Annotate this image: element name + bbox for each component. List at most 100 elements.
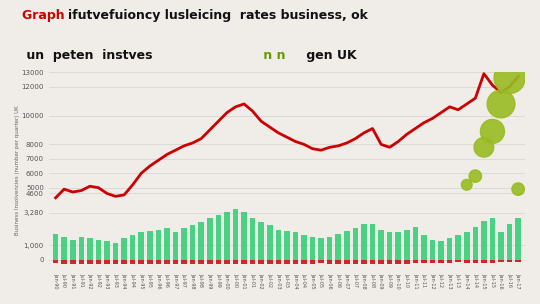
Bar <box>335 260 341 264</box>
Bar <box>259 222 264 260</box>
Bar <box>224 260 230 264</box>
Bar <box>130 235 136 260</box>
Bar <box>319 260 324 264</box>
Bar <box>379 230 384 260</box>
Bar <box>481 221 487 260</box>
Bar <box>464 233 470 260</box>
Bar <box>96 260 101 264</box>
Bar <box>310 237 315 260</box>
Bar <box>87 260 93 264</box>
Bar <box>113 260 118 264</box>
Bar <box>53 260 58 264</box>
Bar <box>438 241 444 260</box>
Bar <box>96 240 101 260</box>
Bar <box>447 238 453 260</box>
Bar <box>267 260 273 264</box>
Bar <box>173 233 178 260</box>
Bar <box>395 233 401 260</box>
Bar <box>241 212 247 260</box>
Bar <box>370 260 375 264</box>
Bar <box>515 260 521 262</box>
Bar <box>327 260 333 264</box>
Bar <box>404 230 409 260</box>
Point <box>505 76 514 81</box>
Bar <box>421 235 427 260</box>
Bar <box>430 260 435 263</box>
Bar <box>507 260 512 262</box>
Bar <box>122 260 127 264</box>
Bar <box>198 222 204 260</box>
Text: ifutvefuioncy lusleicing  rates business, ok: ifutvefuioncy lusleicing rates business,… <box>68 9 367 22</box>
Bar <box>62 237 67 260</box>
Bar <box>515 218 521 260</box>
Bar <box>413 260 418 264</box>
Bar <box>250 260 255 264</box>
Text: gen UK: gen UK <box>302 49 357 62</box>
Bar <box>310 260 315 264</box>
Bar <box>233 209 238 260</box>
Bar <box>472 227 478 260</box>
Bar <box>104 260 110 264</box>
Bar <box>455 235 461 260</box>
Bar <box>164 260 170 264</box>
Bar <box>293 233 298 260</box>
Bar <box>78 237 84 260</box>
Bar <box>138 260 144 264</box>
Bar <box>387 260 393 264</box>
Bar <box>164 228 170 260</box>
Text: un  peten  instves: un peten instves <box>22 49 152 62</box>
Bar <box>275 260 281 264</box>
Text: Graph: Graph <box>22 9 69 22</box>
Bar <box>78 260 84 264</box>
Bar <box>353 260 358 264</box>
Bar <box>147 231 153 260</box>
Point <box>514 187 523 192</box>
Bar <box>130 260 136 264</box>
Bar <box>233 260 238 264</box>
Bar <box>379 260 384 264</box>
Bar <box>395 260 401 264</box>
Bar <box>156 230 161 260</box>
Bar <box>62 260 67 264</box>
Bar <box>430 240 435 260</box>
Bar <box>113 243 118 260</box>
Bar <box>490 218 495 260</box>
Bar <box>361 260 367 264</box>
Bar <box>344 231 349 260</box>
Bar <box>507 224 512 260</box>
Bar <box>438 260 444 263</box>
Bar <box>259 260 264 264</box>
Bar <box>267 225 273 260</box>
Bar <box>224 212 230 260</box>
Bar <box>301 260 307 264</box>
Bar <box>181 260 187 264</box>
Bar <box>250 218 255 260</box>
Bar <box>490 260 495 263</box>
Bar <box>481 260 487 263</box>
Bar <box>215 260 221 264</box>
Point <box>480 145 488 150</box>
Bar <box>87 238 93 260</box>
Text: n n: n n <box>259 49 286 62</box>
Y-axis label: Business Insolvencies (number per quarter) UK: Business Insolvencies (number per quarte… <box>15 105 20 235</box>
Bar <box>404 260 409 264</box>
Bar <box>138 233 144 260</box>
Bar <box>335 234 341 260</box>
Bar <box>190 225 195 260</box>
Bar <box>122 238 127 260</box>
Bar <box>198 260 204 264</box>
Bar <box>207 260 213 264</box>
Bar <box>293 260 298 264</box>
Bar <box>53 234 58 260</box>
Bar <box>181 228 187 260</box>
Bar <box>104 241 110 260</box>
Point <box>488 129 497 134</box>
Bar <box>464 260 470 263</box>
Point <box>497 102 505 106</box>
Bar <box>284 260 289 264</box>
Bar <box>498 260 504 262</box>
Bar <box>70 260 76 264</box>
Bar <box>413 227 418 260</box>
Point <box>462 182 471 187</box>
Bar <box>275 230 281 260</box>
